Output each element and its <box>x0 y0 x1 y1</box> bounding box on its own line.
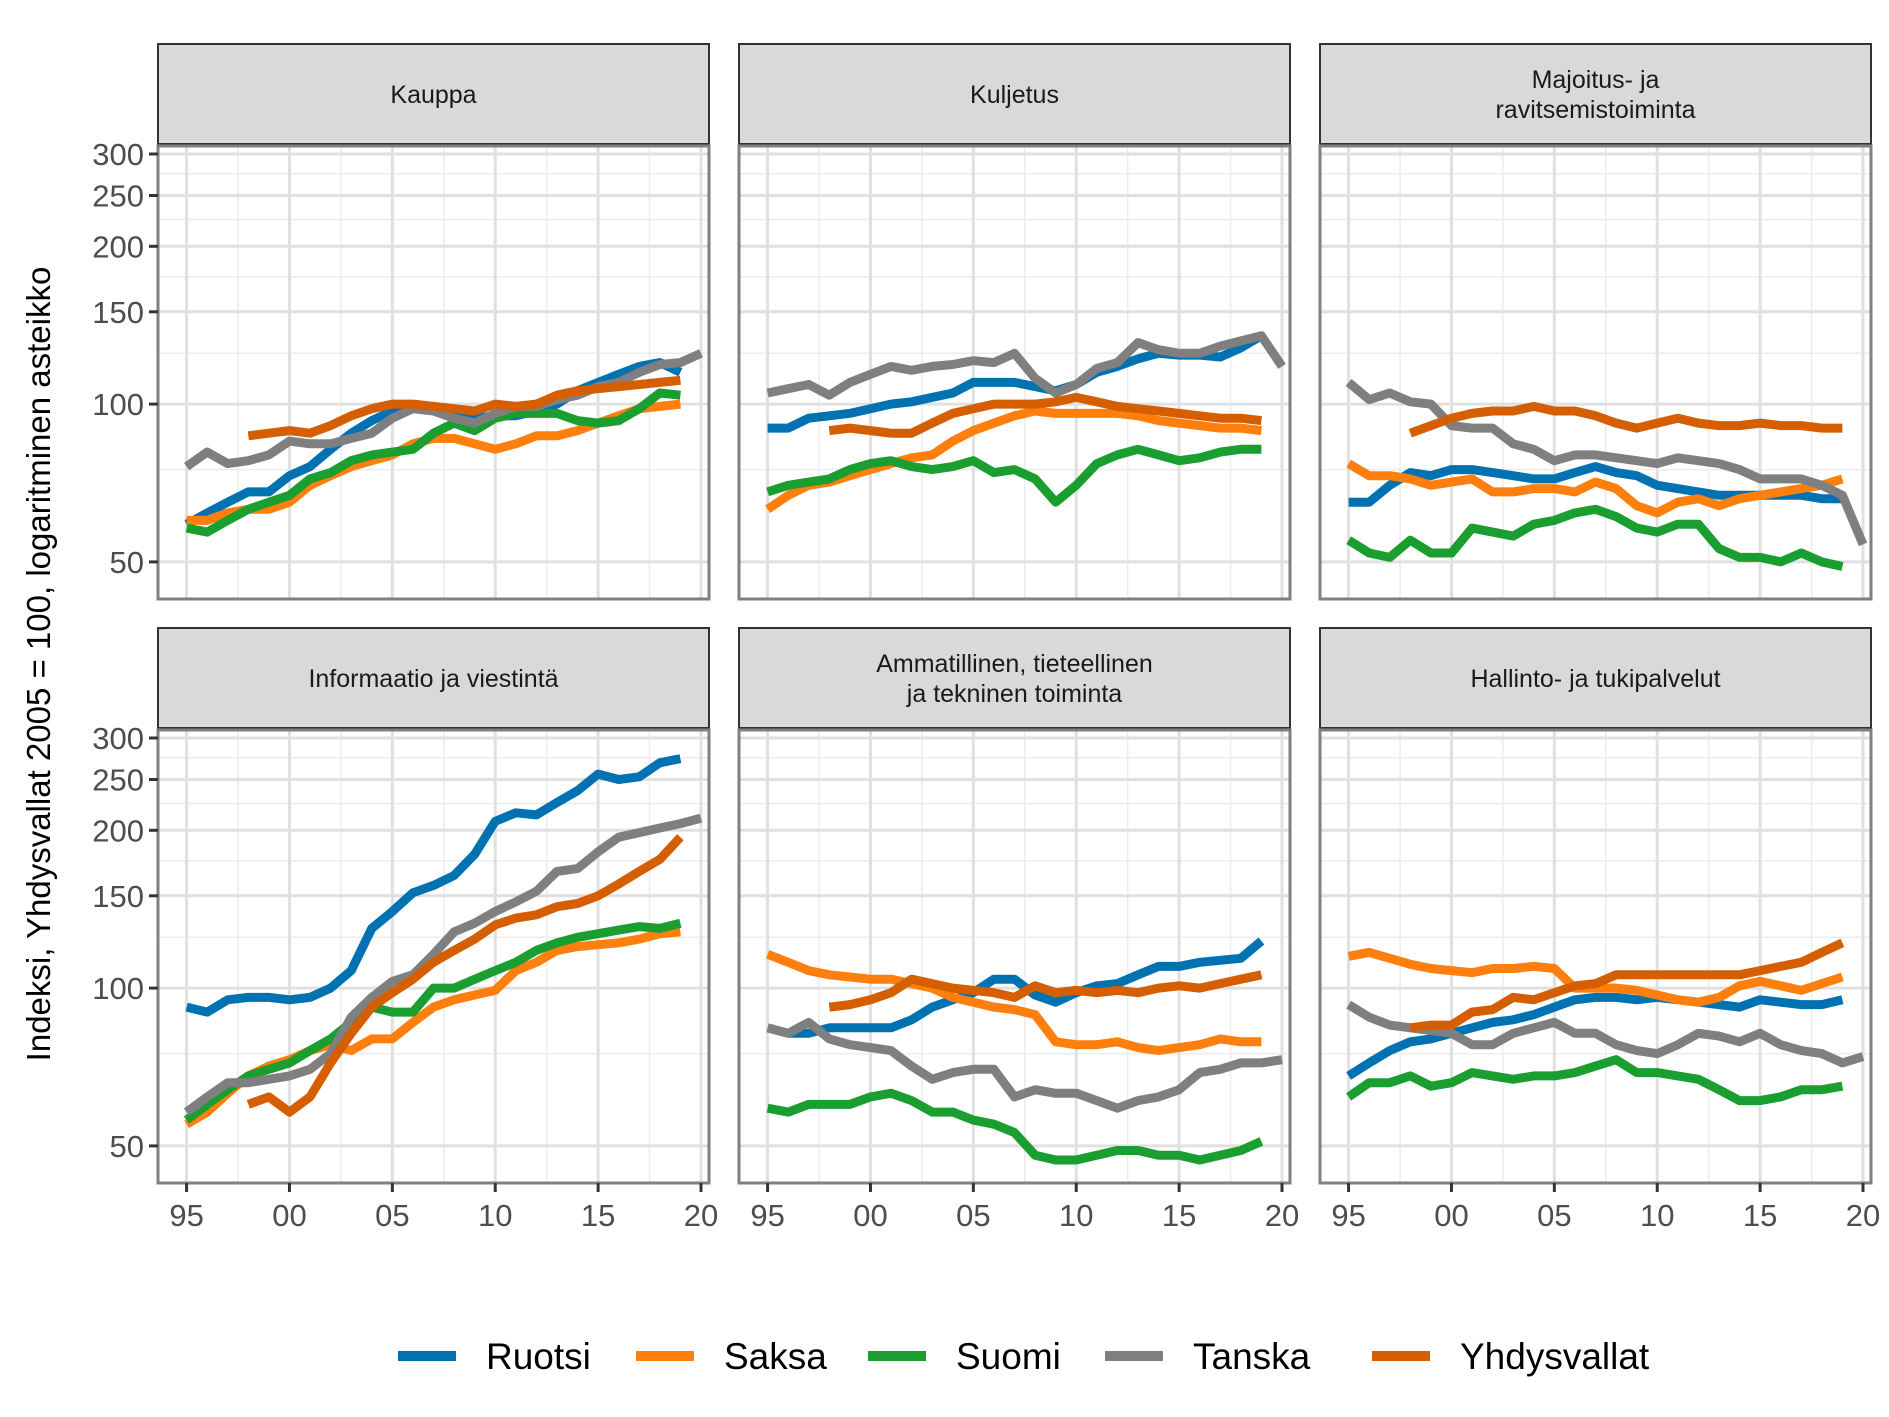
series-line-suomi <box>185 388 681 537</box>
panel-title: Majoitus- ja <box>1532 66 1660 94</box>
series-line-yhdysvallat <box>828 970 1263 1012</box>
x-tick-label: 20 <box>1846 1198 1880 1233</box>
panel-2: Kuljetus <box>737 43 1292 601</box>
x-tick-label: 05 <box>956 1198 990 1233</box>
legend-label-saksa: Saksa <box>724 1336 827 1377</box>
series-line-tanska <box>1345 378 1868 547</box>
y-tick-label: 100 <box>92 387 144 422</box>
panel-border <box>737 144 1292 601</box>
y-tick-label: 200 <box>92 813 144 848</box>
x-tick-label: 95 <box>750 1198 784 1233</box>
panel-border <box>156 728 711 1185</box>
x-tick-label: 00 <box>1434 1198 1468 1233</box>
series-line-tanska <box>1346 1000 1865 1068</box>
panel-strip <box>738 43 1291 145</box>
legend-label-suomi: Suomi <box>956 1336 1061 1377</box>
x-tick-label: 05 <box>375 1198 409 1233</box>
x-tick-label: 20 <box>1265 1198 1299 1233</box>
x-tick-label: 95 <box>1331 1198 1365 1233</box>
panel-strip <box>1319 627 1872 729</box>
y-tick-label: 300 <box>92 137 144 172</box>
plot-background <box>739 730 1290 1183</box>
panel-strip <box>157 43 710 145</box>
panel-title: Hallinto- ja tukipalvelut <box>1470 665 1720 693</box>
x-tick-label: 15 <box>581 1198 615 1233</box>
x-tick-label: 10 <box>478 1198 512 1233</box>
panel-strip <box>157 627 710 729</box>
series-line-saksa <box>765 950 1262 1056</box>
y-tick-label: 250 <box>92 179 144 214</box>
series-line-suomi <box>1346 504 1844 571</box>
series-line-tanska <box>183 813 703 1116</box>
x-tick-label: 05 <box>1537 1198 1571 1233</box>
panel-title: ravitsemistoiminta <box>1495 96 1695 124</box>
x-tick-label: 00 <box>853 1198 887 1233</box>
panel-title: Kauppa <box>390 81 476 109</box>
y-tick-label: 150 <box>92 879 144 914</box>
y-tick-label: 50 <box>110 1129 144 1164</box>
series-line-ruotsi <box>185 754 682 1017</box>
legend-label-ruotsi: Ruotsi <box>486 1336 591 1377</box>
series-line-yhdysvallat <box>247 375 681 441</box>
panel-border <box>1318 144 1873 601</box>
x-tick-label: 95 <box>169 1198 203 1233</box>
series-line-yhdysvallat <box>1409 938 1845 1033</box>
series-line-ruotsi <box>1346 992 1844 1080</box>
plot-background <box>1320 730 1871 1183</box>
series-line-tanska <box>766 1017 1283 1113</box>
series-line-suomi <box>1346 1055 1844 1106</box>
panel-title: Informaatio ja viestintä <box>308 665 558 693</box>
series-line-yhdysvallat <box>246 834 684 1117</box>
panel-border <box>1318 728 1873 1185</box>
series-line-ruotsi <box>766 937 1265 1038</box>
series-line-suomi <box>766 1088 1264 1165</box>
series-line-suomi <box>183 918 682 1124</box>
panel-6: Hallinto- ja tukipalvelut 95 00 05 10 15 20 <box>1318 627 1880 1233</box>
series-line-suomi <box>766 444 1262 507</box>
y-tick-label: 250 <box>92 763 144 798</box>
panel-title: Ammatillinen, tieteellinen <box>876 650 1153 678</box>
panel-title: Kuljetus <box>970 81 1059 109</box>
legend-label-tanska: Tanska <box>1193 1336 1311 1377</box>
legend: Ruotsi Saksa Suomi Tanska Yhdysvallat <box>398 1336 1650 1377</box>
series-line-saksa <box>765 406 1262 514</box>
y-tick-label: 150 <box>92 295 144 330</box>
panel-1: Kauppa 50 100 150 200 250 300 <box>92 43 711 601</box>
y-tick-label: 300 <box>92 721 144 756</box>
y-axis-label: Indeksi, Yhdysvallat 2005 = 100, logarit… <box>20 267 57 1062</box>
x-tick-label: 15 <box>1162 1198 1196 1233</box>
y-tick-label: 100 <box>92 971 144 1006</box>
series-line-yhdysvallat <box>828 392 1262 438</box>
x-tick-label: 15 <box>1743 1198 1777 1233</box>
y-tick-label: 200 <box>92 229 144 264</box>
series-line-saksa <box>1346 459 1844 518</box>
plot-background <box>1320 146 1871 599</box>
panel-title: ja tekninen toiminta <box>906 680 1123 708</box>
x-tick-label: 00 <box>272 1198 306 1233</box>
x-tick-label: 10 <box>1059 1198 1093 1233</box>
series-line-tanska <box>766 331 1286 400</box>
x-tick-label: 20 <box>684 1198 718 1233</box>
legend-label-yhdysvallat: Yhdysvallat <box>1460 1336 1650 1377</box>
panel-strip <box>738 627 1291 729</box>
plot-background <box>739 146 1290 599</box>
panel-border <box>156 144 711 601</box>
series-line-yhdysvallat <box>1408 401 1843 438</box>
panel-strip <box>1319 43 1872 145</box>
panel-4: Informaatio ja viestintä 50 100 150 200 250 30… <box>92 627 718 1233</box>
panel-border <box>737 728 1292 1185</box>
x-tick-label: 10 <box>1640 1198 1674 1233</box>
y-tick-label: 50 <box>110 545 144 580</box>
